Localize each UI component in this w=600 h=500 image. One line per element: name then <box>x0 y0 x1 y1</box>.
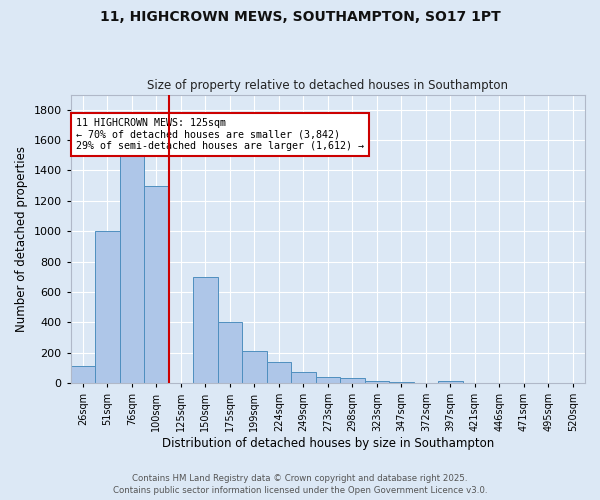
Text: 11, HIGHCROWN MEWS, SOUTHAMPTON, SO17 1PT: 11, HIGHCROWN MEWS, SOUTHAMPTON, SO17 1P… <box>100 10 500 24</box>
Bar <box>144 186 169 383</box>
Bar <box>242 351 266 383</box>
Bar <box>119 154 144 383</box>
Bar <box>438 381 463 383</box>
Text: Contains HM Land Registry data © Crown copyright and database right 2025.
Contai: Contains HM Land Registry data © Crown c… <box>113 474 487 495</box>
X-axis label: Distribution of detached houses by size in Southampton: Distribution of detached houses by size … <box>162 437 494 450</box>
Bar <box>389 382 413 383</box>
Y-axis label: Number of detached properties: Number of detached properties <box>15 146 28 332</box>
Bar <box>95 231 119 383</box>
Bar <box>365 381 389 383</box>
Title: Size of property relative to detached houses in Southampton: Size of property relative to detached ho… <box>148 79 508 92</box>
Bar <box>340 378 365 383</box>
Text: 11 HIGHCROWN MEWS: 125sqm
← 70% of detached houses are smaller (3,842)
29% of se: 11 HIGHCROWN MEWS: 125sqm ← 70% of detac… <box>76 118 364 151</box>
Bar <box>193 277 218 383</box>
Bar <box>316 377 340 383</box>
Bar <box>291 372 316 383</box>
Bar <box>218 322 242 383</box>
Bar <box>266 362 291 383</box>
Bar <box>71 366 95 383</box>
